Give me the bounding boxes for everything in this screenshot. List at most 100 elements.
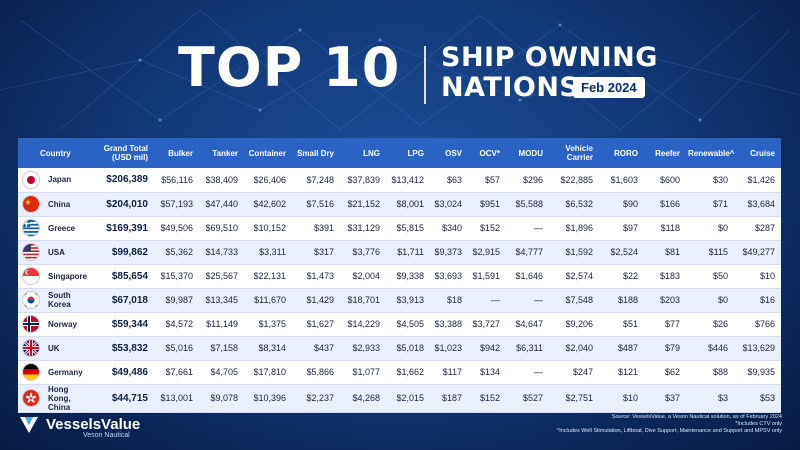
column-header-container: Container xyxy=(248,148,286,158)
column-header-modu: MODU xyxy=(518,148,543,158)
value-cell-container: $3,311 xyxy=(244,240,292,265)
value-cell-osv: $3,388 xyxy=(430,312,468,337)
value-cell-tanker: $14,733 xyxy=(199,240,244,265)
value-cell-small-dry: $7,516 xyxy=(292,192,340,217)
value-cell-tanker: $13,345 xyxy=(199,288,244,313)
country-cell: Germany xyxy=(18,360,98,385)
column-header-cruise: Cruise xyxy=(750,148,775,158)
country-cell: Singapore xyxy=(18,264,98,289)
value-cell-bulker: $7,661 xyxy=(154,360,199,385)
footnote-ocv: *Includes CTV only xyxy=(735,421,782,427)
column-header-bulker: Bulker xyxy=(168,148,193,158)
country-name: Germany xyxy=(48,367,83,377)
grand-total-cell: $99,862 xyxy=(98,240,154,265)
value-cell-cruise: $49,277 xyxy=(734,240,781,265)
value-cell-tanker: $69,510 xyxy=(199,216,244,241)
value-cell-container: $8,314 xyxy=(244,336,292,361)
country-cell: UK xyxy=(18,336,98,361)
logo-sub: Veson Nautical xyxy=(83,432,130,439)
value-cell-bulker: $56,116 xyxy=(154,168,199,193)
value-cell-modu: — xyxy=(506,288,549,313)
value-cell-reefer: $79 xyxy=(644,336,686,361)
value-cell-lpg: $13,412 xyxy=(386,168,430,193)
value-cell-bulker: $5,016 xyxy=(154,336,199,361)
grand-total-cell: $44,715 xyxy=(98,384,154,413)
country-cell: Greece xyxy=(18,216,98,241)
value-cell-roro: $121 xyxy=(599,360,644,385)
value-cell-renewable: $88 xyxy=(686,360,734,385)
value-cell-lpg: $3,913 xyxy=(386,288,430,313)
ship-owning-table: Country Grand Total (USD mil) Bulker Tanker… xyxy=(18,138,781,413)
table-body: Japan $206,389 $56,116 $38,409 $26,406 $7,248… xyxy=(18,168,781,413)
value-cell-small-dry: $391 xyxy=(292,216,340,241)
country-cell: Norway xyxy=(18,312,98,337)
grand-total-cell: $169,391 xyxy=(98,216,154,241)
country-name: Norway xyxy=(48,319,77,329)
title-line2: NATIONS xyxy=(441,72,580,103)
country-cell: Japan xyxy=(18,168,98,193)
value-cell-container: $1,375 xyxy=(244,312,292,337)
value-cell-vehicle-carrier: $7,548 xyxy=(549,288,599,313)
value-cell-lng: $31,129 xyxy=(340,216,386,241)
table-row: South Korea $67,018 $9,987 $13,345 $11,670 $1… xyxy=(18,288,781,313)
country-name: Hong Kong, China xyxy=(48,384,71,412)
value-cell-roro: $188 xyxy=(599,288,644,313)
value-cell-renewable: $26 xyxy=(686,312,734,337)
value-cell-ocv: $57 xyxy=(468,168,506,193)
column-header-vehicle-carrier: Vehicle Carrier xyxy=(565,144,593,162)
country-name: Japan xyxy=(48,175,72,185)
country-name: Singapore xyxy=(48,271,88,281)
country-name: China xyxy=(48,199,71,209)
value-cell-bulker: $57,193 xyxy=(154,192,199,217)
norway-flag-icon xyxy=(22,315,40,333)
value-cell-container: $42,602 xyxy=(244,192,292,217)
value-cell-modu: $6,311 xyxy=(506,336,549,361)
value-cell-bulker: $9,987 xyxy=(154,288,199,313)
value-cell-osv: $340 xyxy=(430,216,468,241)
value-cell-small-dry: $1,627 xyxy=(292,312,340,337)
value-cell-renewable: $50 xyxy=(686,264,734,289)
value-cell-cruise: $13,629 xyxy=(734,336,781,361)
grand-total-cell: $204,010 xyxy=(98,192,154,217)
value-cell-vehicle-carrier: $2,574 xyxy=(549,264,599,289)
grand-total-cell: $67,018 xyxy=(98,288,154,313)
value-cell-reefer: $183 xyxy=(644,264,686,289)
table-row: Norway $59,344 $4,572 $11,149 $1,375 $1,627 $1… xyxy=(18,312,781,337)
value-cell-reefer: $62 xyxy=(644,360,686,385)
germany-flag-icon xyxy=(22,363,40,381)
value-cell-bulker: $4,572 xyxy=(154,312,199,337)
value-cell-roro: $1,603 xyxy=(599,168,644,193)
value-cell-lng: $18,701 xyxy=(340,288,386,313)
singapore-flag-icon xyxy=(22,267,40,285)
value-cell-tanker: $7,158 xyxy=(199,336,244,361)
greece-flag-icon xyxy=(22,219,40,237)
value-cell-container: $10,396 xyxy=(244,384,292,413)
value-cell-osv: $63 xyxy=(430,168,468,193)
south-korea-flag-icon xyxy=(22,291,40,309)
country-name: UK xyxy=(48,343,60,353)
column-header-renewable: Renewable^ xyxy=(688,148,735,158)
value-cell-container: $10,152 xyxy=(244,216,292,241)
header: TOP 10 SHIP OWNING NATIONS Feb 2024 xyxy=(0,0,800,130)
value-cell-renewable: $0 xyxy=(686,216,734,241)
value-cell-osv: $9,373 xyxy=(430,240,468,265)
country-name: USA xyxy=(48,247,65,257)
column-header-tanker: Tanker xyxy=(212,148,238,158)
value-cell-lng: $14,229 xyxy=(340,312,386,337)
value-cell-modu: $296 xyxy=(506,168,549,193)
title-divider xyxy=(424,46,426,104)
value-cell-container: $11,670 xyxy=(244,288,292,313)
value-cell-vehicle-carrier: $1,896 xyxy=(549,216,599,241)
value-cell-roro: $10 xyxy=(599,384,644,413)
value-cell-bulker: $13,001 xyxy=(154,384,199,413)
value-cell-vehicle-carrier: $6,532 xyxy=(549,192,599,217)
value-cell-reefer: $203 xyxy=(644,288,686,313)
value-cell-reefer: $37 xyxy=(644,384,686,413)
value-cell-container: $22,131 xyxy=(244,264,292,289)
value-cell-lpg: $2,015 xyxy=(386,384,430,413)
logo-name: VesselsValue xyxy=(46,415,141,433)
value-cell-lpg: $5,815 xyxy=(386,216,430,241)
value-cell-tanker: $25,567 xyxy=(199,264,244,289)
column-header-ocv: OCV* xyxy=(479,148,500,158)
value-cell-tanker: $9,078 xyxy=(199,384,244,413)
